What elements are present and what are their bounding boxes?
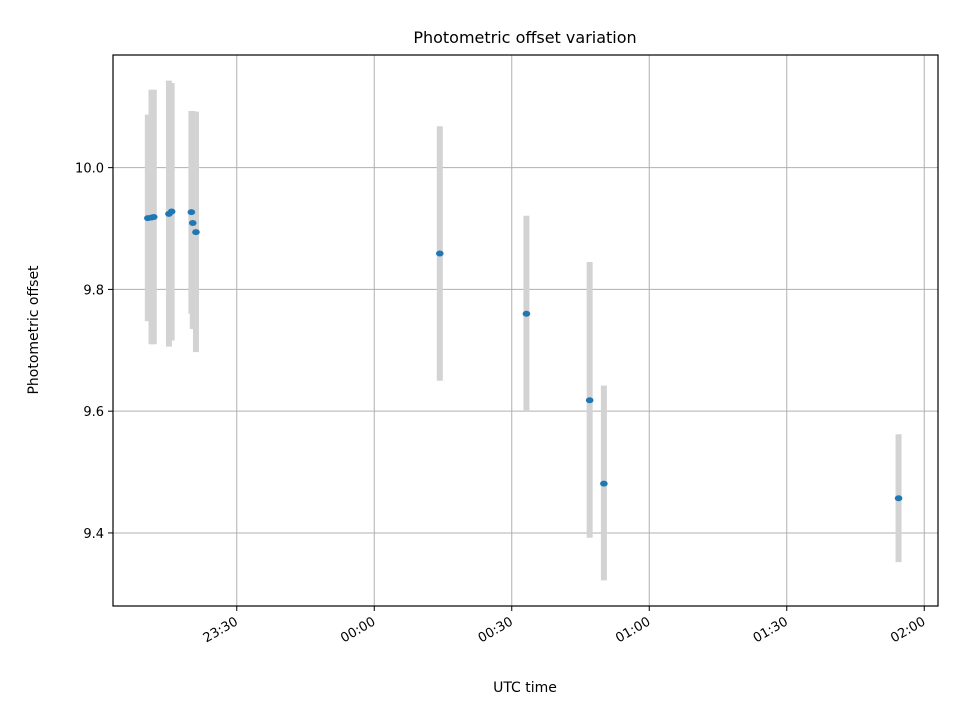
data-point (522, 310, 531, 317)
plot-frame (112, 54, 939, 607)
x-axis-label: UTC time (493, 680, 557, 696)
data-point (149, 213, 158, 220)
y-tick-label: 9.6 (83, 405, 104, 420)
data-points (144, 208, 903, 502)
y-axis-ticks: 9.4 9.6 9.8 10.0 (75, 162, 113, 542)
data-point (600, 480, 608, 487)
y-axis-label: Photometric offset (26, 265, 42, 395)
chart-title: Photometric offset variation (413, 28, 636, 47)
data-point (894, 495, 903, 502)
y-tick-label: 9.8 (83, 283, 104, 298)
data-point (187, 209, 196, 216)
data-point (435, 250, 444, 257)
y-tick-label: 9.4 (83, 527, 104, 542)
data-point (188, 220, 197, 227)
data-point (167, 208, 176, 215)
data-point (192, 229, 200, 236)
data-point (585, 397, 594, 404)
y-tick-label: 10.0 (75, 162, 104, 177)
